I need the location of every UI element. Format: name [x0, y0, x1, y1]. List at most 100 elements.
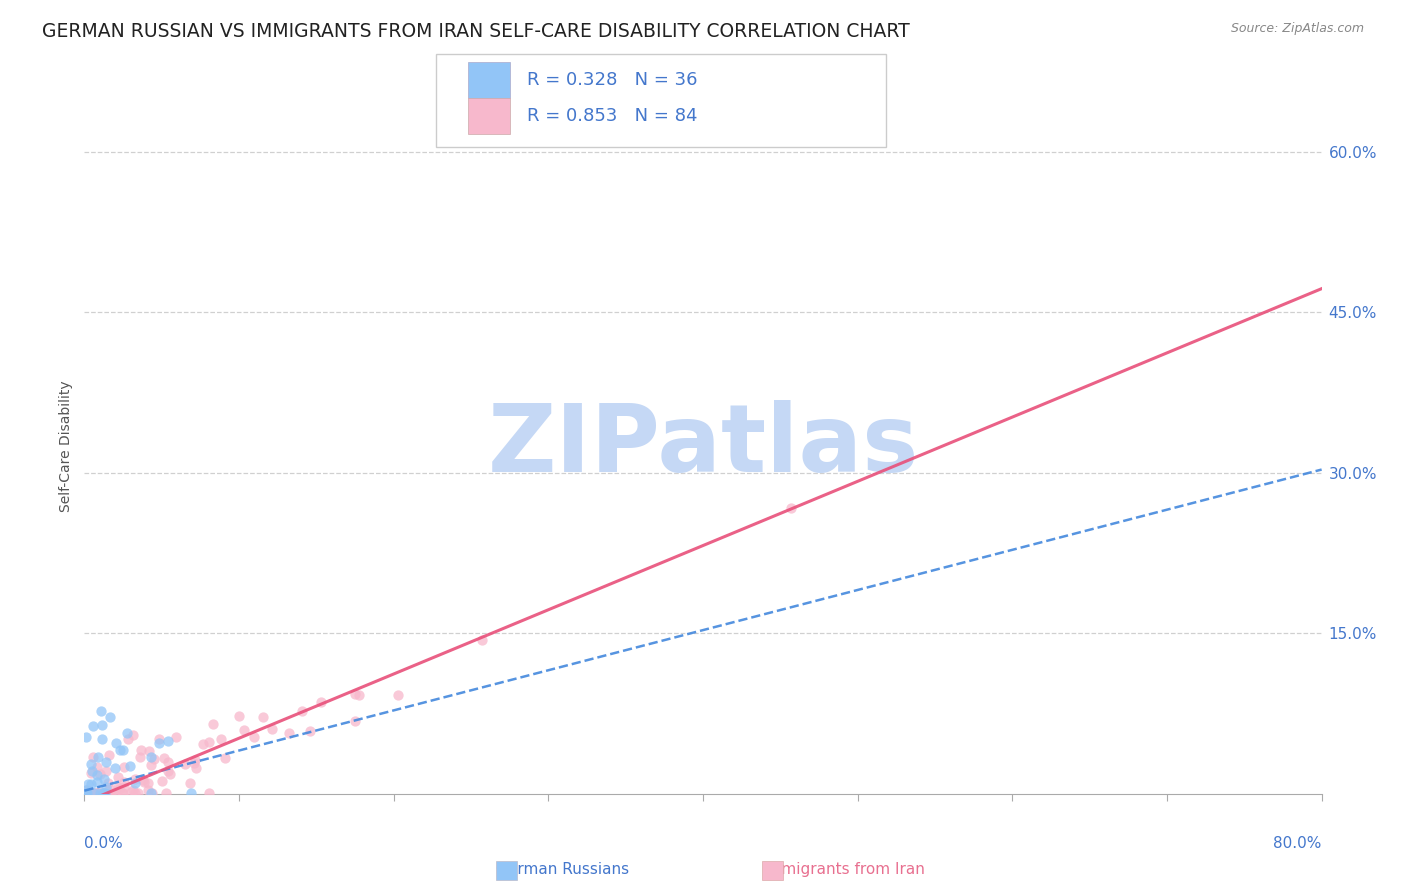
Text: ZIPatlas: ZIPatlas	[488, 400, 918, 492]
Point	[76, 785, 98, 799]
Point	[91, 718, 114, 732]
Point	[107, 780, 129, 794]
Point	[89, 786, 111, 800]
Text: R = 0.853   N = 84: R = 0.853 N = 84	[527, 107, 697, 125]
Text: R = 0.328   N = 36: R = 0.328 N = 36	[527, 71, 697, 89]
Point	[104, 786, 127, 800]
Point	[86, 786, 108, 800]
Point	[127, 786, 149, 800]
Point	[104, 761, 127, 775]
Point	[75, 786, 97, 800]
Point	[80, 777, 103, 791]
Text: 80.0%: 80.0%	[1274, 836, 1322, 851]
Point	[75, 783, 97, 797]
Point	[122, 783, 145, 797]
Text: Immigrants from Iran: Immigrants from Iran	[762, 863, 925, 877]
Point	[780, 500, 803, 515]
Point	[243, 731, 266, 745]
Point	[291, 704, 314, 718]
Point	[76, 786, 98, 800]
Point	[124, 775, 146, 789]
Point	[202, 717, 225, 731]
Point	[141, 786, 163, 800]
Point	[471, 632, 494, 647]
Point	[184, 761, 207, 775]
Point	[82, 750, 104, 764]
Point	[138, 744, 160, 758]
Point	[153, 751, 176, 765]
Point	[94, 780, 117, 794]
Point	[75, 730, 97, 744]
Point	[344, 714, 367, 729]
Point	[155, 786, 177, 800]
Point	[191, 737, 214, 751]
Point	[233, 723, 256, 737]
Point	[179, 776, 201, 790]
Point	[198, 786, 221, 800]
Point	[134, 775, 156, 789]
Point	[136, 776, 159, 790]
Point	[79, 786, 101, 800]
Point	[124, 772, 146, 786]
Point	[150, 774, 173, 789]
Point	[108, 743, 131, 757]
Point	[86, 749, 108, 764]
Point	[91, 786, 114, 800]
Point	[118, 758, 141, 772]
Point	[93, 772, 115, 786]
Point	[75, 782, 97, 797]
Point	[148, 736, 170, 750]
Point	[105, 736, 128, 750]
Point	[262, 723, 284, 737]
Point	[112, 760, 135, 774]
Point	[139, 757, 162, 772]
Point	[83, 786, 105, 800]
Point	[112, 775, 135, 789]
Point	[343, 687, 366, 701]
Point	[89, 766, 111, 780]
Point	[183, 756, 205, 770]
Point	[100, 786, 122, 800]
Point	[86, 760, 108, 774]
Point	[115, 726, 138, 740]
Point	[94, 764, 117, 778]
Point	[90, 704, 112, 718]
Point	[108, 781, 131, 796]
Point	[97, 775, 120, 789]
Point	[93, 786, 115, 800]
Point	[299, 724, 322, 739]
Point	[122, 728, 145, 742]
Point	[124, 786, 146, 800]
Point	[180, 786, 202, 800]
Point	[111, 786, 134, 800]
Point	[184, 753, 207, 767]
Point	[173, 757, 195, 772]
Point	[84, 786, 107, 800]
Point	[77, 784, 100, 798]
Text: Source: ZipAtlas.com: Source: ZipAtlas.com	[1230, 22, 1364, 36]
Point	[80, 764, 103, 779]
Point	[82, 719, 104, 733]
Point	[198, 735, 221, 749]
Point	[79, 786, 101, 800]
Point	[252, 710, 274, 724]
Point	[132, 772, 155, 787]
Point	[100, 786, 122, 800]
Point	[157, 755, 180, 769]
Point	[77, 776, 100, 790]
Y-axis label: Self-Care Disability: Self-Care Disability	[59, 380, 73, 512]
Point	[214, 750, 236, 764]
Point	[86, 768, 108, 782]
Point	[117, 731, 139, 746]
Point	[76, 786, 98, 800]
Point	[86, 786, 108, 800]
Point	[311, 696, 333, 710]
Text: 0.0%: 0.0%	[84, 836, 124, 851]
Point	[129, 750, 152, 764]
Point	[387, 689, 409, 703]
Point	[98, 781, 121, 796]
Point	[90, 786, 112, 800]
Point	[111, 742, 134, 756]
Point	[98, 709, 121, 723]
Point	[94, 786, 117, 800]
